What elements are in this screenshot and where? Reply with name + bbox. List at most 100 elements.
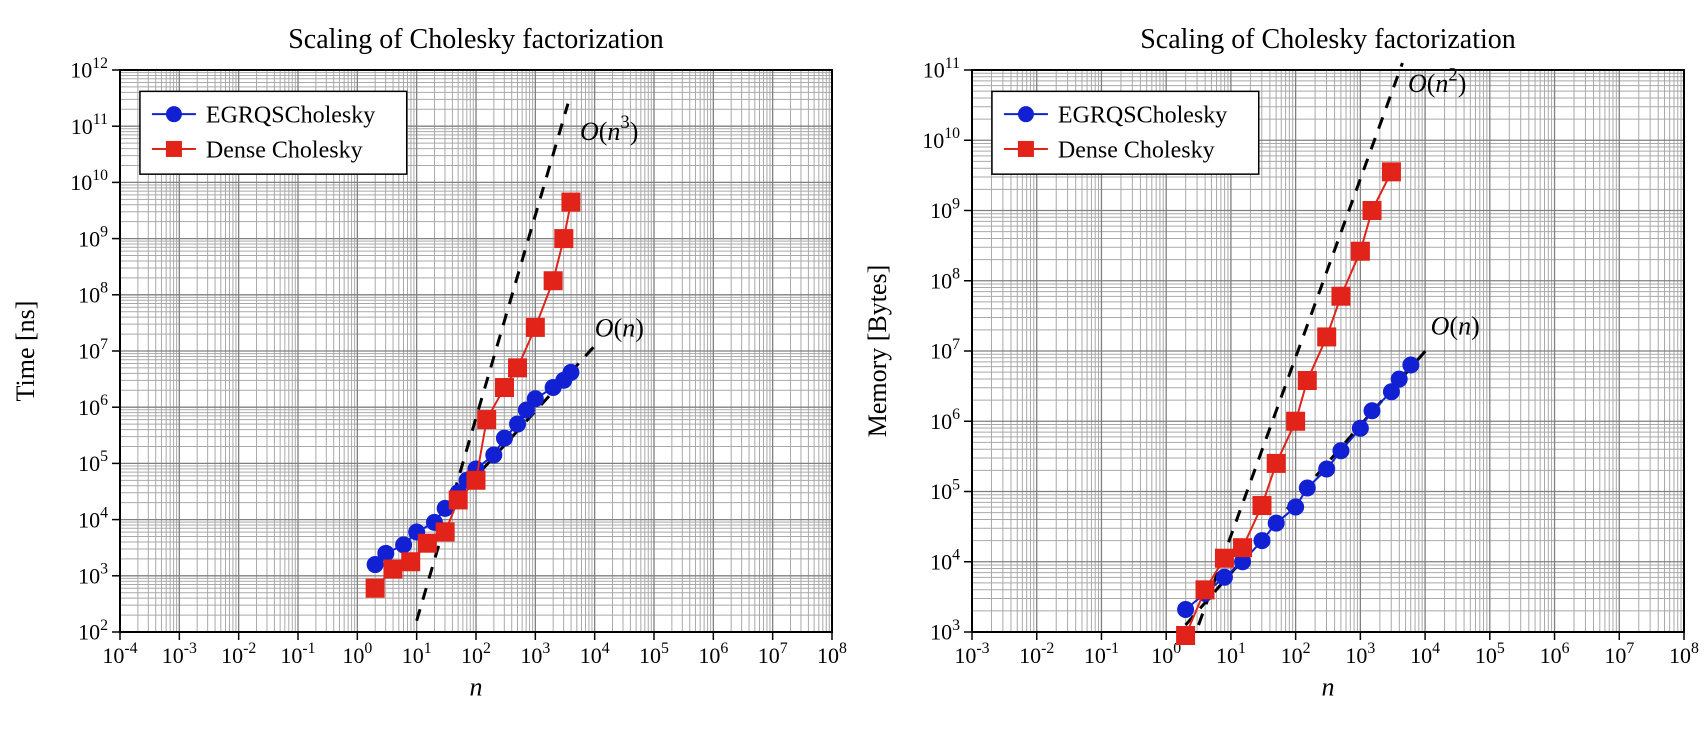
y-tick-label: 105 — [78, 448, 108, 476]
chart-title: Scaling of Cholesky factorization — [1140, 24, 1516, 55]
series-marker — [1215, 549, 1233, 567]
series-marker — [544, 272, 562, 290]
series-marker — [1196, 581, 1214, 599]
x-tick-label: 10-3 — [954, 640, 989, 668]
series-marker — [1177, 627, 1195, 645]
series-marker — [1333, 443, 1349, 459]
y-tick-label: 1011 — [71, 111, 108, 139]
legend-label: Dense Cholesky — [206, 137, 363, 163]
series-marker — [1318, 328, 1336, 346]
series-marker — [1403, 357, 1419, 373]
series-marker — [1216, 569, 1232, 585]
x-tick-label: 103 — [520, 640, 550, 668]
y-tick-label: 107 — [930, 336, 960, 364]
chart-title: Scaling of Cholesky factorization — [288, 24, 664, 55]
panel-time: 10-410-310-210-1100101102103104105106107… — [0, 0, 852, 732]
y-tick-label: 109 — [930, 195, 960, 223]
series-marker — [1319, 461, 1335, 477]
series-marker — [555, 230, 573, 248]
y-tick-label: 1012 — [70, 55, 108, 83]
x-tick-label: 10-1 — [280, 640, 315, 668]
series-marker — [384, 560, 402, 578]
series-marker — [526, 318, 544, 336]
x-tick-label: 105 — [639, 640, 669, 668]
series-marker — [486, 447, 502, 463]
annotation-label: O(n3) — [580, 112, 638, 146]
series-marker — [495, 379, 513, 397]
x-tick-label: 108 — [1669, 640, 1699, 668]
series-marker — [1332, 287, 1350, 305]
x-tick-label: 101 — [402, 640, 432, 668]
y-tick-label: 103 — [78, 561, 108, 589]
series-marker — [509, 359, 527, 377]
series-marker — [378, 545, 394, 561]
annotation-label: O(n2) — [1408, 64, 1466, 98]
x-tick-label: 101 — [1216, 640, 1246, 668]
series-marker — [1352, 420, 1368, 436]
legend: EGRQSCholesky Dense Cholesky — [140, 91, 407, 174]
y-tick-label: 106 — [78, 392, 108, 420]
x-tick-label: 103 — [1345, 640, 1375, 668]
x-tick-label: 107 — [1604, 640, 1634, 668]
y-tick-label: 108 — [78, 280, 108, 308]
x-tick-label: 108 — [817, 640, 847, 668]
series-marker — [1299, 480, 1315, 496]
series-marker — [1351, 242, 1369, 260]
x-tick-label: 10-2 — [221, 640, 256, 668]
series-marker — [366, 579, 384, 597]
x-tick-label: 106 — [1540, 640, 1570, 668]
y-axis-label: Time [ns] — [11, 301, 40, 402]
legend-label: EGRQSCholesky — [1058, 103, 1227, 129]
x-tick-label: 10-1 — [1084, 640, 1119, 668]
x-tick-label: 102 — [1281, 640, 1311, 668]
y-tick-label: 104 — [78, 504, 108, 532]
y-axis-label: Memory [Bytes] — [863, 265, 892, 438]
x-tick-label: 102 — [461, 640, 491, 668]
figure: 10-410-310-210-1100101102103104105106107… — [0, 0, 1704, 732]
x-tick-label: 107 — [758, 640, 788, 668]
series-marker — [402, 553, 420, 571]
series-marker — [1267, 454, 1285, 472]
legend-label: Dense Cholesky — [1058, 137, 1215, 163]
series-marker — [1178, 602, 1194, 618]
series-marker — [396, 537, 412, 553]
series-marker — [418, 534, 436, 552]
series-marker — [563, 364, 579, 380]
x-tick-label: 104 — [1410, 640, 1440, 668]
x-axis-label: n — [1322, 673, 1335, 702]
x-tick-label: 10-4 — [102, 640, 137, 668]
series-marker — [1287, 412, 1305, 430]
y-tick-label: 1010 — [70, 167, 108, 195]
series-marker — [1298, 372, 1316, 390]
series-marker — [527, 391, 543, 407]
series-marker — [1364, 403, 1380, 419]
y-tick-label: 104 — [930, 547, 960, 575]
x-tick-label: 106 — [698, 640, 728, 668]
series-marker — [1391, 371, 1407, 387]
y-tick-label: 106 — [930, 406, 960, 434]
series-marker — [1253, 497, 1271, 515]
panel-memory: 10-310-210-11001011021031041051061071081… — [852, 0, 1704, 732]
x-axis-label: n — [470, 673, 483, 702]
series-marker — [1382, 163, 1400, 181]
x-tick-label: 104 — [580, 640, 610, 668]
x-tick-label: 10-2 — [1019, 640, 1054, 668]
y-tick-label: 108 — [930, 266, 960, 294]
series-marker — [467, 471, 485, 489]
series-marker — [1268, 515, 1284, 531]
series-marker — [510, 416, 526, 432]
y-tick-label: 102 — [78, 617, 108, 645]
y-tick-label: 1011 — [923, 55, 960, 83]
series-marker — [1363, 202, 1381, 220]
y-tick-label: 1010 — [922, 125, 960, 153]
series-marker — [1254, 533, 1270, 549]
series-marker — [436, 523, 454, 541]
series-marker — [478, 411, 496, 429]
annotation-label: O(n) — [595, 314, 644, 343]
legend: EGRQSCholesky Dense Cholesky — [992, 91, 1259, 174]
series-marker — [1288, 499, 1304, 515]
series-marker — [449, 491, 467, 509]
legend-label: EGRQSCholesky — [206, 103, 375, 129]
y-tick-label: 109 — [78, 223, 108, 251]
series-marker — [1234, 539, 1252, 557]
